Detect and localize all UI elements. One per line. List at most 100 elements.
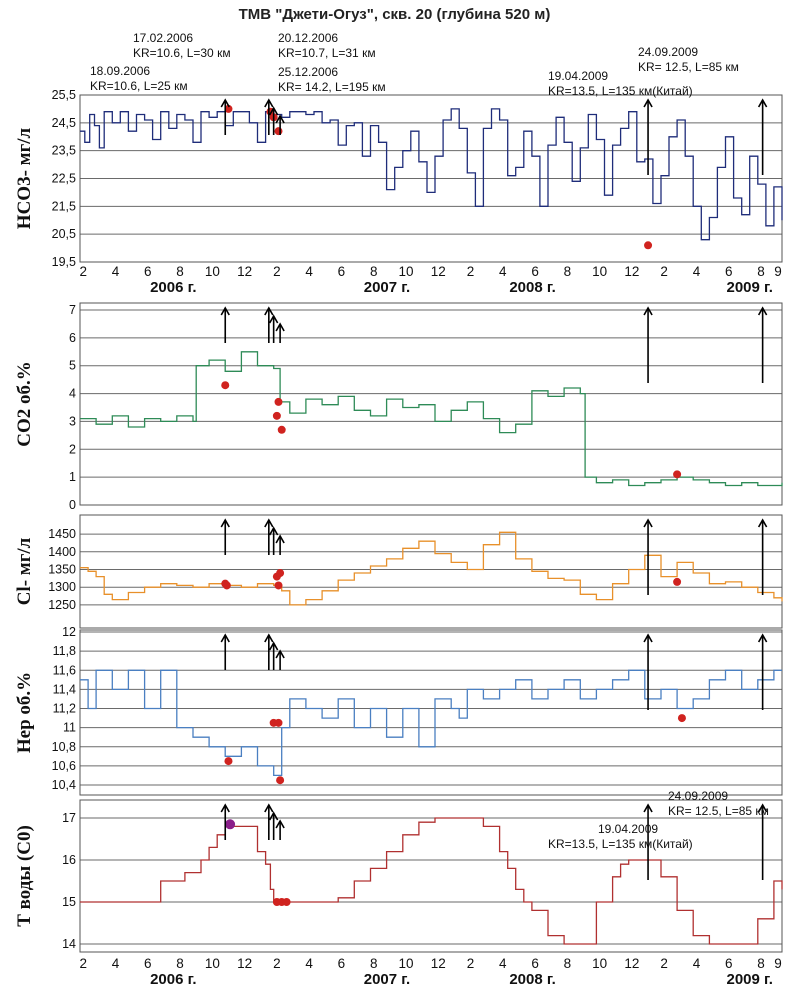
quake-arrowhead-co2 [275, 322, 285, 332]
quake-date: 20.12.2006 [278, 31, 338, 45]
y-tick-label-cl: 1250 [48, 598, 76, 612]
quake-arrowhead-co2 [643, 306, 653, 316]
quake-arrowhead-cl [275, 534, 285, 544]
quake-params: KR=10.7, L=31 км [278, 46, 376, 60]
x-tick-label: 6 [144, 956, 152, 971]
y-tick-label-hco3: 23,5 [52, 144, 76, 158]
quake-date: 18.09.2006 [90, 64, 150, 78]
quake-arrowhead-he [268, 641, 279, 651]
y-tick-label-he: 11,8 [53, 644, 76, 658]
x-tick-label: 2 [273, 264, 281, 279]
y-tick-label-cl: 1450 [48, 527, 76, 541]
x-tick-label: 6 [338, 264, 346, 279]
year-label: 2008 г. [509, 971, 555, 984]
quake-params: KR=10.6, L=30 км [133, 46, 231, 60]
year-label: 2007 г. [364, 971, 410, 984]
quake-params: KR=13.5, L=135 км(Китай) [548, 84, 693, 98]
x-tick-label: 8 [564, 264, 572, 279]
quake-arrowhead-co2 [268, 314, 279, 324]
event-point-cl [222, 581, 231, 590]
quake-arrowhead-co2 [220, 306, 230, 316]
y-tick-label-hco3: 22,5 [52, 172, 76, 186]
x-tick-label: 2 [79, 264, 87, 279]
x-tick-label: 6 [338, 956, 346, 971]
x-tick-label: 6 [531, 264, 539, 279]
x-tick-label: 10 [398, 264, 413, 279]
y-tick-label-he: 10,8 [52, 740, 76, 754]
event-point-co2 [221, 381, 230, 390]
event-point-cl [274, 581, 283, 590]
quake-date: 17.02.2006 [133, 31, 193, 45]
event-point-temp [282, 898, 291, 906]
year-label: 2007 г. [364, 279, 410, 296]
quake-arrowhead-hco3 [275, 114, 285, 124]
x-tick-label: 4 [499, 264, 507, 279]
quake-arrowhead-hco3 [220, 98, 230, 108]
event-point-he [224, 757, 233, 766]
x-tick-label: 12 [624, 956, 639, 971]
quake-arrowhead-he [757, 633, 768, 643]
y-tick-label-temp: 16 [62, 853, 76, 867]
y-tick-label-hco3: 19,5 [52, 255, 76, 269]
x-tick-label: 12 [237, 956, 252, 971]
x-tick-label: 6 [144, 264, 152, 279]
x-tick-label: 10 [592, 264, 607, 279]
quake-arrowhead-cl [643, 518, 653, 528]
x-tick-label: 10 [205, 264, 220, 279]
x-tick-label: 8 [757, 264, 765, 279]
y-tick-label-hco3: 20,5 [52, 227, 76, 241]
x-tick-label: 10 [398, 956, 413, 971]
series-line-temp [80, 817, 783, 945]
event-point-hco3 [274, 127, 283, 136]
quake-arrowhead-co2 [264, 306, 274, 316]
panel-frame-he [79, 629, 783, 796]
event-point-he [274, 718, 283, 727]
y-tick-label-co2: 7 [69, 303, 76, 317]
x-tick-label: 8 [564, 956, 572, 971]
y-tick-label-co2: 5 [69, 359, 76, 373]
panel-frame-temp [79, 799, 783, 953]
quake-date: 19.04.2009 [598, 822, 658, 836]
quake-params: KR=13.5, L=135 км(Китай) [548, 837, 693, 851]
quake-arrowhead-he [264, 633, 274, 643]
y-tick-label-cl: 1350 [48, 563, 76, 577]
x-tick-label: 4 [112, 264, 120, 279]
x-tick-label: 8 [176, 956, 184, 971]
y-tick-label-co2: 1 [69, 470, 76, 484]
quake-arrowhead-co2 [757, 306, 768, 316]
x-tick-label: 12 [431, 264, 446, 279]
event-point-hco3 [224, 104, 233, 113]
x-tick-label: 4 [112, 956, 120, 971]
y-tick-label-he: 11 [63, 721, 76, 735]
y-tick-label-hco3: 24,5 [52, 116, 76, 130]
y-tick-label-he: 12 [62, 625, 76, 639]
x-tick-label: 6 [725, 264, 733, 279]
x-tick-label: 12 [237, 264, 252, 279]
y-tick-label-he: 11,6 [53, 663, 76, 677]
quake-arrowhead-he [643, 633, 653, 643]
y-tick-label-temp: 15 [62, 895, 76, 909]
x-tick-label: 8 [370, 264, 378, 279]
quake-arrowhead-temp [275, 819, 285, 829]
y-tick-label-co2: 4 [69, 387, 76, 401]
quake-params: KR= 12.5, L=85 км [668, 804, 769, 818]
quake-arrowhead-temp [643, 803, 653, 813]
x-tick-label: 12 [431, 956, 446, 971]
event-point-co2 [272, 411, 281, 420]
x-tick-label: 4 [693, 956, 701, 971]
panel-frame-hco3 [79, 94, 783, 263]
y-axis-label-temp: Т воды (С0) [14, 825, 35, 927]
quake-arrowhead-cl [757, 518, 768, 528]
quake-arrowhead-temp [264, 803, 274, 813]
quake-arrowhead-hco3 [757, 98, 768, 108]
y-tick-label-he: 10,6 [52, 759, 76, 773]
x-tick-label: 9 [774, 264, 782, 279]
quake-arrowhead-cl [268, 526, 279, 536]
x-tick-label: 6 [531, 956, 539, 971]
y-axis-label-cl: Cl- мг/л [14, 537, 35, 605]
x-tick-label: 9 [774, 956, 782, 971]
y-tick-label-hco3: 21,5 [52, 199, 76, 213]
y-tick-label-co2: 6 [69, 331, 76, 345]
y-tick-label-temp: 17 [62, 811, 76, 825]
year-label: 2009 г. [726, 279, 772, 296]
